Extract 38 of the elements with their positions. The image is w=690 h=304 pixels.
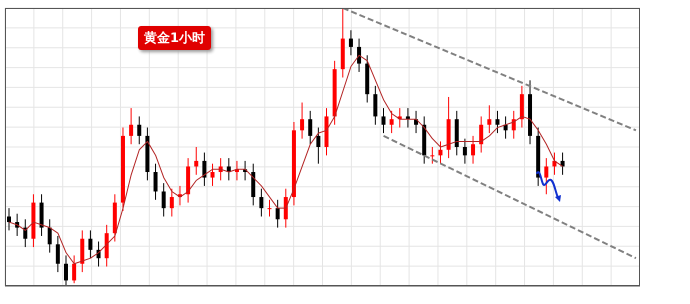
candlestick xyxy=(471,135,476,164)
candlestick xyxy=(487,104,492,134)
candlestick xyxy=(512,110,516,140)
candlestick xyxy=(88,230,92,259)
candlestick xyxy=(7,208,11,231)
candlestick xyxy=(154,163,158,200)
candlestick xyxy=(162,182,166,217)
candlestick xyxy=(276,199,280,228)
candlestick xyxy=(284,188,288,228)
candlestick xyxy=(357,38,362,72)
candlestick xyxy=(381,108,386,134)
candlestick xyxy=(72,254,76,284)
candlestick xyxy=(348,30,353,56)
candlestick xyxy=(390,110,394,134)
candlestick xyxy=(504,116,508,140)
candlestick xyxy=(194,146,198,176)
candlestick xyxy=(48,218,52,254)
candlestick xyxy=(202,152,206,186)
text: 黄金1小时 xyxy=(138,26,212,50)
candlestick xyxy=(373,85,378,126)
candlestick xyxy=(308,110,312,145)
candlestick xyxy=(259,188,264,217)
candlestick xyxy=(438,140,442,164)
candlestick xyxy=(170,188,174,217)
candlestick xyxy=(316,127,320,164)
candlestick xyxy=(495,110,500,134)
candlestick xyxy=(129,108,134,145)
candlestick xyxy=(300,102,304,140)
candlestick xyxy=(479,116,484,154)
candlestick xyxy=(64,254,68,286)
candlestick xyxy=(430,146,434,164)
candlestick xyxy=(462,138,467,164)
candlestick xyxy=(56,235,60,273)
candlestick xyxy=(414,110,418,134)
candlestick xyxy=(268,199,272,217)
candlestick xyxy=(544,158,548,195)
candlestick xyxy=(210,163,215,186)
candlestick xyxy=(137,116,142,145)
